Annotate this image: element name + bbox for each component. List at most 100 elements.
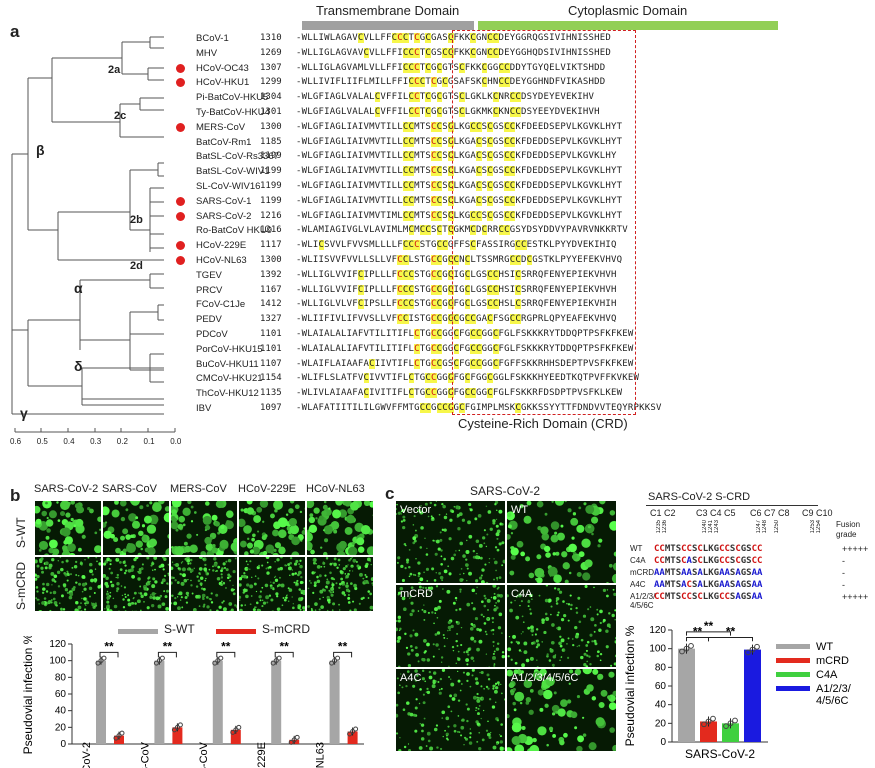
mutant-name: A4C [630,580,646,589]
significance-mark: ** [280,639,290,653]
legend-swatch-s-mcrd [216,629,256,634]
clade-2c-label: 2c [114,110,127,122]
mutant-sequence: CCMTSCASCLKGCCSCGSCC [654,556,763,566]
panel-b-column-headers: SARS-CoV-2 SARS-CoV MERS-CoV HCoV-229E HCoV-… [30,483,375,499]
data-point [101,655,107,661]
bar-s-wt [271,660,282,744]
sequence-residues: -WLGFIAGLIAIVMVTILLCCMTSCCSCLKGACSCGSCCK… [296,195,623,206]
bar-s-mcrd [347,731,358,744]
residue-position: 1243 [714,520,720,534]
cysteine-header: C1 C2 [650,508,676,518]
sequence-row: MHV 1269 -WLLIGLAGVAVCVLLFFICCCTCGSCCFKKCG… [0,47,875,60]
data-point [688,642,694,649]
micrograph-s-wt [102,500,170,556]
sequence-position: 1216 [260,210,282,221]
panel-c-image-title: SARS-CoV-2 [470,484,541,498]
data-point [218,655,224,661]
beta-label: β [36,142,45,158]
human-coronavirus-marker [176,196,185,206]
y-tick-label: 60 [655,681,667,692]
fusion-grade-header: Fusion grade [836,520,861,539]
legend-swatch-s-wt [118,629,158,634]
significance-bracket [99,651,119,658]
fusion-grade: +++++ [842,592,869,602]
sequence-row: HCoV-HKU1 1299 -WLLIVIFLIIFLMILLFFICCCTCGC… [0,76,875,89]
sequence-residues: -WLIVLAIAAFACIVITIFLCTGCCGGCFGCCGGCFGLFS… [296,388,623,399]
sequence-name: BuCoV-HKU11 [196,358,259,370]
column-header: HCoV-229E [238,483,297,495]
micrograph-tile: C4A [506,584,617,668]
sequence-name: Ty-BatCoV-HKU4 [196,107,270,118]
data-point [215,658,221,664]
sequence-position: 1199 [260,195,282,206]
sequence-residues: -WLICSVVLFVVSMLLLLFCCCSTGCCGFFSCFASSIRGC… [296,240,617,251]
sequence-row: PDCoV 1101 -WLAIALALIAFVTILITIFLCTGCCGGCFG… [0,328,875,341]
data-point [705,718,712,725]
fusion-grade: +++++ [842,544,869,554]
bar [722,723,739,742]
sequence-name: SARS-CoV-1 [196,195,252,207]
sequence-position: 1097 [260,403,282,413]
human-coronavirus-marker [176,63,185,73]
micrograph-tile: Vector [395,500,506,584]
panel-c-label: c [385,484,395,503]
sequence-residues: -WLLIVIFLIIFLMILLFFICCCTCGCGSAFSKCHNCCDE… [296,77,606,88]
sequence-row: CMCoV-HKU21 1154 -WLIFLSLATFVCIVVTIFLCTGCC… [0,372,875,385]
mutant-sequence: AAMTSACSALKGAASAGSAA [654,580,763,590]
legend-swatch [776,672,810,677]
sequence-position: 1135 [260,388,282,399]
micrograph-label: C4A [511,588,533,600]
sequence-row: BatCoV-Rm1 1185 -WLGFIAGLIAIVMVTILLCCMTSCC… [0,136,875,149]
sequence-name: HCoV-OC43 [196,62,249,74]
human-coronavirus-marker [176,78,185,88]
legend-label: 4/5/6C [816,695,848,707]
scale-tick-label: 0.2 [116,437,128,446]
cysteine-mutant-table: C1 C2 C3 C4 C5 C6 C7 C8 C9 C10 1235 1236 1240 1… [630,506,875,622]
y-tick-label: 100 [49,656,66,667]
column-header: SARS-CoV-2 [34,483,99,495]
data-point [270,660,276,666]
sequence-row: FCoV-C1Je 1412 -WLLIGLVLVFCIPSLLFCCCSTGCCG… [0,298,875,311]
micrograph-s-wt [238,500,306,556]
sequence-row: ThCoV-HKU12 1135 -WLIVLAIAAFACIVITIFLCTGCC… [0,387,875,400]
table-title: SARS-CoV-2 S-CRD [648,491,751,503]
data-point [749,646,756,653]
sequence-name: BatCoV-Rm1 [196,136,252,148]
y-axis-label: Pseudovial infection % [623,625,637,746]
sequence-position: 1299 [260,77,282,88]
sequence-name: PEDV [196,314,222,326]
data-point [353,726,359,732]
data-point [347,731,353,737]
sequence-row: IBV 1097 -WLAFATIITILILGWVFFMTGCCGCCCGCFGI… [0,402,875,415]
sequence-name: HCoV-HKU1 [196,77,250,89]
y-tick-label: 20 [655,718,667,729]
category-label: MERS-CoV [198,741,210,768]
significance-bracket [686,631,731,636]
sequence-name: IBV [196,403,212,414]
sequence-row: Ro-BatCoV HKU9 1216 -WLAMIAGIVGLVLAVIMLMCM… [0,224,875,237]
sequence-residues: -WLIFLSLATFVCIVVTIFLCTGCCGGCFGCFGGCGGLFS… [296,373,640,384]
y-tick-label: 60 [55,689,67,700]
scale-tick-label: 0.4 [63,437,75,446]
sequence-residues: -WLGFIAGLIAIVMVTILLCCMTSCCSCLKGACSCGSCCK… [296,166,623,177]
crd-box [452,30,636,415]
data-point [294,734,300,740]
micrograph-tile: mCRD [395,584,506,668]
sequence-position: 1310 [260,33,282,43]
micrograph-s-wt [306,500,374,556]
phylogenetic-tree [11,36,176,433]
y-tick-label: 40 [55,706,67,717]
sequence-position: 1154 [260,373,282,384]
sequence-row: PEDV 1327 -WLIIFIVLIFVVSLLVFCCISTGCCGCCGCC… [0,313,875,326]
significance-mark: ** [104,639,114,653]
sequence-position: 1301 [260,107,282,117]
chart-b: 0 20 40 60 80 100 120 Pseudovial infection % SAR… [21,636,364,768]
data-point [679,648,685,655]
sequence-residues: -WLGFIAGLIAIVMVTILLCCMTSCCSCLKGACSCGSCCK… [296,151,617,162]
sequence-row: HCoV-229E 1117 -WLICSVVLFVVSMLLLLFCCCSTGCC… [0,239,875,252]
sequence-name: SARS-CoV-2 [196,210,252,222]
sequence-row: PorCoV-HKU15 1101 -WLAIALALIAFVTILITIFLCTG… [0,343,875,356]
gamma-label: γ [20,405,28,421]
micrograph-s-mcrd [34,556,102,612]
data-point [683,645,690,652]
